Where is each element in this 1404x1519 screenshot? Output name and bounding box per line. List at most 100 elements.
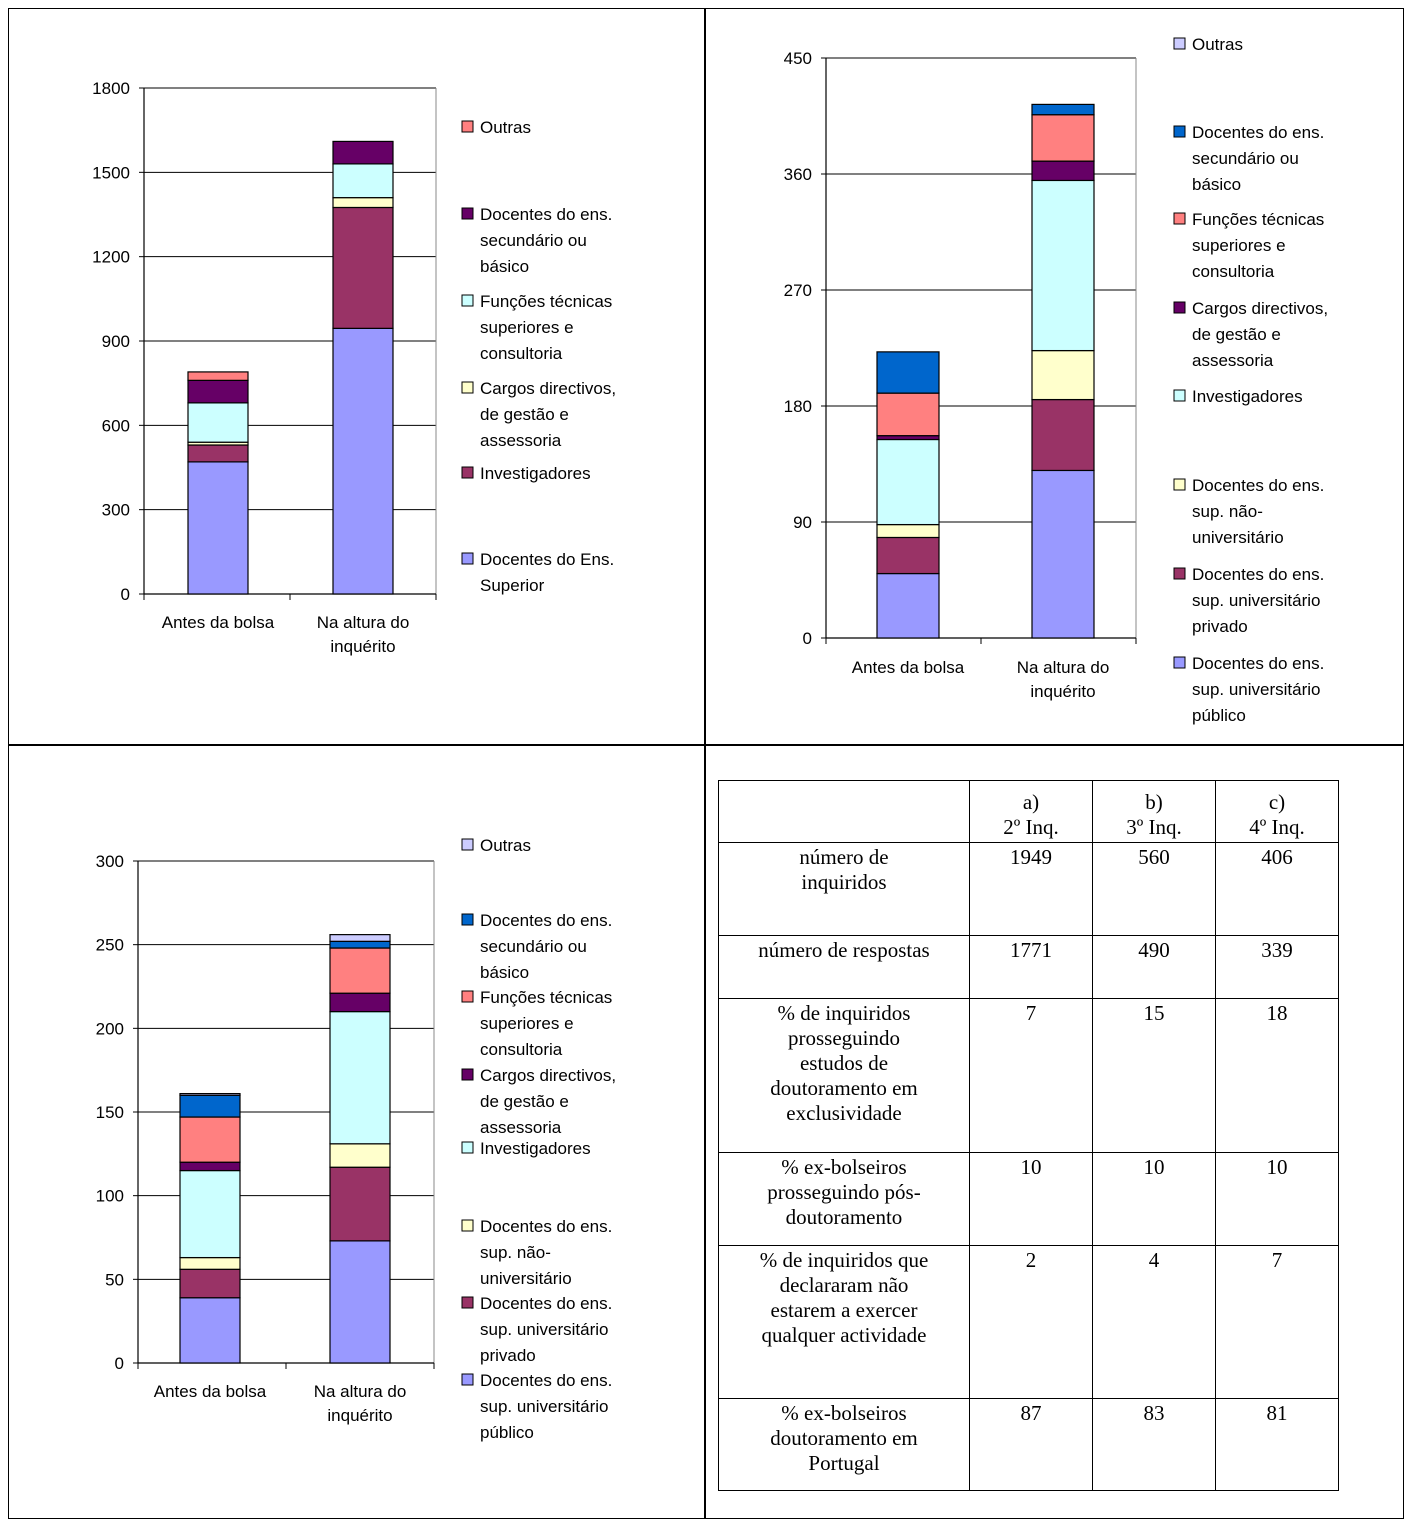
- table-cell: 10: [969, 1152, 1093, 1246]
- table-cell: 7: [969, 998, 1093, 1153]
- bar-segment: [329, 947, 391, 994]
- legend-label: Docentes do ens.: [480, 1371, 612, 1390]
- legend-label: Docentes do ens.: [480, 205, 612, 224]
- legend-label: Outras: [480, 118, 531, 137]
- table-cell: 10: [1092, 1152, 1216, 1246]
- table-cell: 1771: [969, 935, 1093, 999]
- x-tick-label: inquérito: [1030, 682, 1095, 701]
- bar-segment: [187, 402, 249, 443]
- bar-segment: [329, 992, 391, 1013]
- legend-label: Docentes do Ens.: [480, 550, 614, 569]
- legend-label: sup. universitário: [1192, 680, 1321, 699]
- table-cell: 560: [1092, 842, 1216, 936]
- legend-label: público: [480, 1423, 534, 1442]
- legend-swatch: [1173, 301, 1186, 314]
- y-tick-label: 300: [102, 501, 130, 520]
- legend-label: de gestão e: [1192, 325, 1281, 344]
- legend-swatch: [1173, 478, 1186, 491]
- bar-segment: [179, 1256, 241, 1270]
- table-row-label: % ex-bolseiros doutoramento em Portugal: [718, 1398, 970, 1491]
- x-tick-label: Antes da bolsa: [154, 1382, 267, 1401]
- bar-segment: [179, 1297, 241, 1364]
- bar-segment: [332, 163, 394, 199]
- table-header-cell: c) 4º Inq.: [1215, 780, 1339, 843]
- legend-label: Docentes do ens.: [1192, 565, 1324, 584]
- legend-label: sup. não-: [480, 1243, 551, 1262]
- legend-label: Docentes do ens.: [1192, 654, 1324, 673]
- bar-segment: [1031, 103, 1095, 116]
- x-tick-label: inquérito: [327, 1406, 392, 1425]
- legend-label: Funções técnicas: [1192, 210, 1324, 229]
- table-row: % de inquiridos prosseguindo estudos de dou…: [718, 998, 1339, 1153]
- legend-swatch: [1173, 389, 1186, 402]
- legend-label: consultoria: [480, 344, 563, 363]
- table-row-label: % ex-bolseiros prosseguindo pós-doutorame…: [718, 1152, 970, 1246]
- table-row-label: número de respostas: [718, 935, 970, 999]
- legend-swatch: [1173, 212, 1186, 225]
- bar-segment: [1031, 160, 1095, 182]
- bar-segment: [329, 1011, 391, 1145]
- bar-segment: [1031, 469, 1095, 639]
- legend-label: Funções técnicas: [480, 292, 612, 311]
- y-tick-label: 450: [784, 49, 812, 68]
- table-row: número de inquiridos 1949 560 406: [718, 842, 1339, 936]
- bar-segment: [1031, 398, 1095, 472]
- table-cell: 339: [1215, 935, 1339, 999]
- bar-segment: [179, 1169, 241, 1259]
- bar-segment: [876, 438, 940, 526]
- legend-label: Docentes do ens.: [480, 911, 612, 930]
- legend-label: Superior: [480, 576, 545, 595]
- chart-categorias-detalhadas-a: 0 90 180 270 360 450 Antes da bolsa Na altura d…: [784, 35, 1328, 725]
- legend-label: secundário ou: [480, 937, 587, 956]
- legend-label: Docentes do ens.: [1192, 476, 1324, 495]
- bar-segment: [1031, 179, 1095, 352]
- summary-table: a) 2º Inq. b) 3º Inq. c) 4º Inq. número de i…: [718, 780, 1339, 1491]
- legend-label: assessoria: [480, 1118, 562, 1137]
- legend-swatch: [461, 1141, 474, 1154]
- bar-segment: [187, 379, 249, 404]
- legend-swatch: [1173, 567, 1186, 580]
- bar-segment: [876, 523, 940, 539]
- legend-swatch: [1173, 656, 1186, 669]
- legend-label: de gestão e: [480, 405, 569, 424]
- y-tick-label: 250: [96, 936, 124, 955]
- legend-swatch: [461, 120, 474, 133]
- legend-label: Cargos directivos,: [480, 1066, 616, 1085]
- legend-label: básico: [480, 963, 529, 982]
- legend-label: superiores e: [480, 1014, 574, 1033]
- y-tick-label: 1800: [92, 79, 130, 98]
- table-row-label: % de inquiridos que declararam não estarem…: [718, 1245, 970, 1399]
- y-tick-label: 0: [115, 1354, 124, 1373]
- legend-label: Docentes do ens.: [480, 1217, 612, 1236]
- legend-label: secundário ou: [1192, 149, 1299, 168]
- legend-label: Investigadores: [1192, 387, 1303, 406]
- legend-label: universitário: [1192, 528, 1284, 547]
- legend-label: Outras: [1192, 35, 1243, 54]
- bar-segment: [876, 392, 940, 437]
- legend-label: sup. universitário: [1192, 591, 1321, 610]
- table-cell: 18: [1215, 998, 1339, 1153]
- bar-segment: [329, 1166, 391, 1242]
- y-tick-label: 200: [96, 1019, 124, 1038]
- table-row-label: número de inquiridos: [718, 842, 970, 936]
- y-tick-label: 100: [96, 1187, 124, 1206]
- bar-segment: [876, 351, 940, 394]
- table-cell: 406: [1215, 842, 1339, 936]
- legend-label: público: [1192, 706, 1246, 725]
- bar-segment: [179, 1268, 241, 1299]
- legend-label: Investigadores: [480, 1139, 591, 1158]
- table-row: % de inquiridos que declararam não estarem…: [718, 1245, 1339, 1399]
- bar-segment: [876, 572, 940, 639]
- legend-swatch: [461, 838, 474, 851]
- table-row-label: % de inquiridos prosseguindo estudos de dou…: [718, 998, 970, 1153]
- bar-segment: [179, 1094, 241, 1118]
- x-tick-label: Na altura do: [314, 1382, 407, 1401]
- bar-segment: [179, 1116, 241, 1163]
- legend-swatch: [461, 1219, 474, 1232]
- bar-segment: [179, 1161, 241, 1172]
- legend-label: superiores e: [1192, 236, 1286, 255]
- table-cell: 7: [1215, 1245, 1339, 1399]
- table-header-cell: b) 3º Inq.: [1092, 780, 1216, 843]
- legend-label: Docentes do ens.: [480, 1294, 612, 1313]
- y-tick-label: 1500: [92, 163, 130, 182]
